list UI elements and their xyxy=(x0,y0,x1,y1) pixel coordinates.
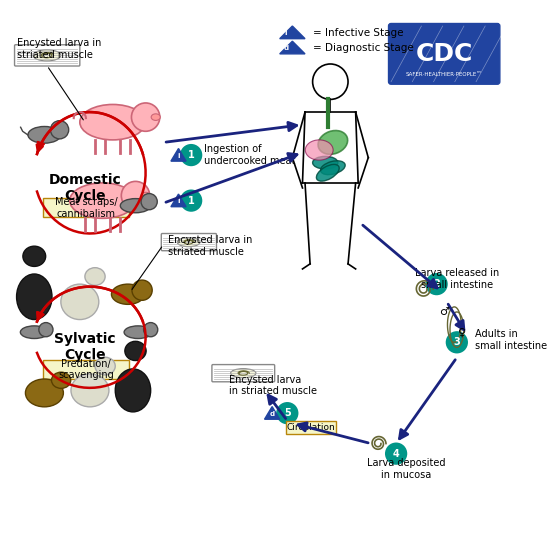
Polygon shape xyxy=(280,26,305,39)
FancyBboxPatch shape xyxy=(388,24,500,84)
Ellipse shape xyxy=(71,374,109,407)
Ellipse shape xyxy=(141,192,150,199)
Text: d: d xyxy=(269,410,275,416)
Circle shape xyxy=(39,323,53,337)
Text: 1: 1 xyxy=(188,196,195,206)
Ellipse shape xyxy=(17,274,52,319)
Text: ♀: ♀ xyxy=(458,327,466,337)
Text: Predation/
scavenging: Predation/ scavenging xyxy=(58,359,114,380)
Ellipse shape xyxy=(125,341,146,361)
Text: SAFER·HEALTHIER·PEOPLE™: SAFER·HEALTHIER·PEOPLE™ xyxy=(406,72,483,77)
Circle shape xyxy=(132,103,160,132)
Text: i: i xyxy=(177,152,180,158)
Ellipse shape xyxy=(80,105,145,140)
FancyBboxPatch shape xyxy=(287,421,337,435)
Circle shape xyxy=(180,144,202,166)
Text: 1: 1 xyxy=(188,150,195,160)
Circle shape xyxy=(385,443,407,465)
Ellipse shape xyxy=(312,156,338,169)
Text: d: d xyxy=(283,45,289,51)
Text: 4: 4 xyxy=(393,449,399,459)
Text: Ingestion of
undercooked meat: Ingestion of undercooked meat xyxy=(204,144,295,166)
Ellipse shape xyxy=(85,267,105,286)
Ellipse shape xyxy=(231,369,256,378)
Ellipse shape xyxy=(28,127,61,143)
Ellipse shape xyxy=(111,284,144,304)
Circle shape xyxy=(51,121,69,139)
Text: Meat scraps/
cannibalism: Meat scraps/ cannibalism xyxy=(55,197,117,219)
Ellipse shape xyxy=(318,130,348,155)
Text: Encysted larva in
striated muscle: Encysted larva in striated muscle xyxy=(169,236,253,257)
Text: 3: 3 xyxy=(453,338,460,347)
Text: i: i xyxy=(177,198,180,204)
Ellipse shape xyxy=(321,161,345,175)
Text: Adults in
small intestine: Adults in small intestine xyxy=(474,329,547,351)
Ellipse shape xyxy=(51,372,71,389)
Polygon shape xyxy=(264,407,280,419)
FancyBboxPatch shape xyxy=(43,359,129,379)
Ellipse shape xyxy=(115,369,150,412)
Text: = Diagnostic Stage: = Diagnostic Stage xyxy=(312,43,413,53)
Ellipse shape xyxy=(177,238,200,247)
Polygon shape xyxy=(171,194,186,207)
Text: Encysted larva in
striated muscle: Encysted larva in striated muscle xyxy=(17,38,101,60)
Polygon shape xyxy=(280,41,305,54)
Ellipse shape xyxy=(151,114,160,121)
Circle shape xyxy=(144,323,158,337)
Ellipse shape xyxy=(120,198,150,213)
Text: 5: 5 xyxy=(284,408,291,418)
Circle shape xyxy=(141,193,157,210)
Ellipse shape xyxy=(316,164,339,181)
FancyBboxPatch shape xyxy=(43,198,129,218)
Ellipse shape xyxy=(23,246,46,266)
Circle shape xyxy=(446,331,468,353)
Text: ♂: ♂ xyxy=(439,307,449,317)
Circle shape xyxy=(276,402,299,424)
Text: = Infective Stage: = Infective Stage xyxy=(312,27,403,38)
Ellipse shape xyxy=(25,379,63,407)
Text: i: i xyxy=(285,30,287,36)
Text: Sylvatic
Cycle: Sylvatic Cycle xyxy=(54,332,116,362)
Text: Larva deposited
in mucosa: Larva deposited in mucosa xyxy=(367,458,446,480)
Circle shape xyxy=(121,181,150,210)
Circle shape xyxy=(425,273,448,295)
Polygon shape xyxy=(171,149,186,161)
Text: CDC: CDC xyxy=(415,42,473,66)
Ellipse shape xyxy=(124,326,152,339)
Ellipse shape xyxy=(20,326,48,339)
Text: Circulation: Circulation xyxy=(287,424,336,432)
Ellipse shape xyxy=(70,183,136,218)
Ellipse shape xyxy=(305,140,333,160)
Text: Domestic
Cycle: Domestic Cycle xyxy=(48,173,121,203)
Text: 2: 2 xyxy=(433,279,440,289)
Circle shape xyxy=(180,190,202,212)
Ellipse shape xyxy=(33,50,61,61)
Circle shape xyxy=(132,280,152,300)
Text: Larva released in
small intestine: Larva released in small intestine xyxy=(415,269,499,290)
Ellipse shape xyxy=(61,284,99,319)
Text: Encysted larva
in striated muscle: Encysted larva in striated muscle xyxy=(229,374,317,396)
Ellipse shape xyxy=(95,357,115,375)
